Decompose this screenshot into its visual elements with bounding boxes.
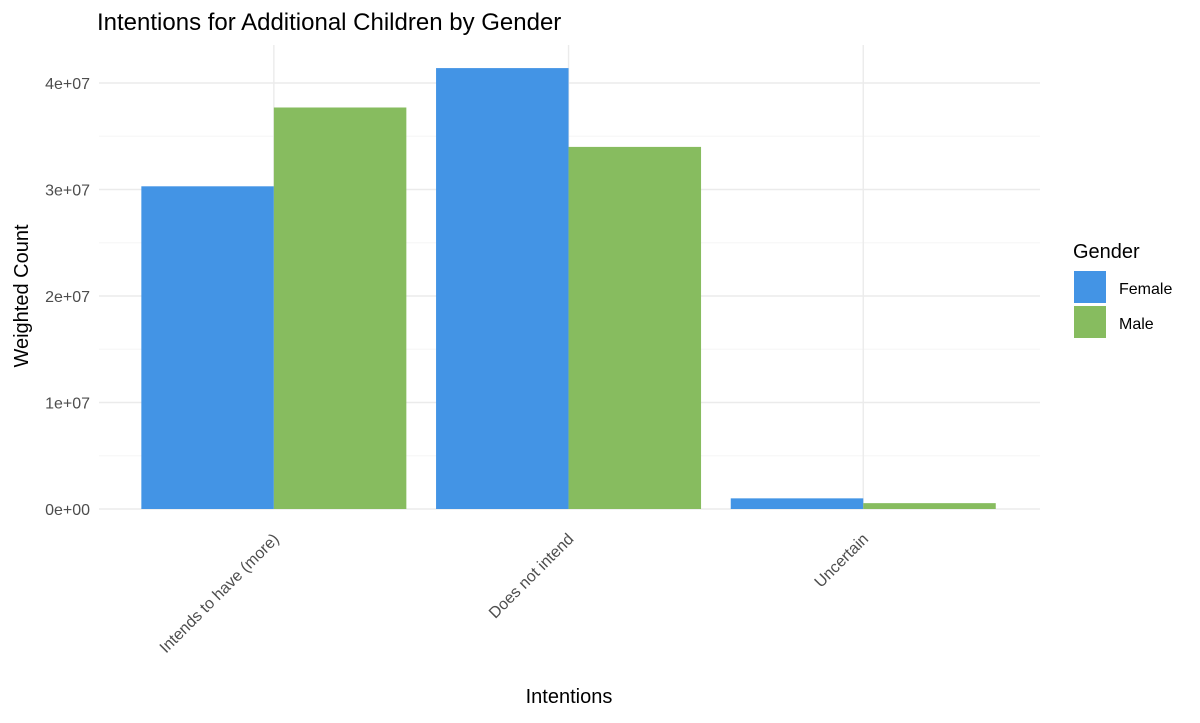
legend-swatch-female bbox=[1074, 271, 1106, 303]
x-axis-title: Intentions bbox=[526, 686, 613, 708]
y-tick-label: 2e+07 bbox=[45, 289, 90, 306]
bar-female bbox=[730, 498, 864, 509]
chart-title: Intentions for Additional Children by Ge… bbox=[97, 9, 561, 36]
bar-female bbox=[141, 186, 274, 509]
legend-label-female: Female bbox=[1119, 281, 1172, 298]
y-tick-label: 1e+07 bbox=[45, 396, 90, 413]
legend-items: Female Male bbox=[1074, 271, 1172, 338]
y-tick-label: 0e+00 bbox=[45, 502, 90, 519]
y-axis-ticks: 0e+00 1e+07 2e+07 3e+07 4e+07 bbox=[45, 76, 90, 519]
bars bbox=[141, 68, 996, 510]
y-axis-title: Weighted Count bbox=[11, 224, 33, 368]
x-tick-label: Uncertain bbox=[812, 531, 872, 591]
x-tick-label: Does not intend bbox=[486, 531, 577, 622]
legend-label-male: Male bbox=[1119, 316, 1154, 333]
bar-male bbox=[273, 107, 407, 510]
legend-swatch-male bbox=[1074, 306, 1106, 338]
x-axis-ticks: Intends to have (more) Does not intend Unc… bbox=[157, 531, 872, 657]
x-tick-label: Intends to have (more) bbox=[157, 531, 283, 657]
bar-male bbox=[863, 503, 996, 509]
bar-male bbox=[568, 146, 702, 509]
legend-title: Gender bbox=[1073, 241, 1140, 263]
y-tick-label: 3e+07 bbox=[45, 183, 90, 200]
y-tick-label: 4e+07 bbox=[45, 76, 90, 93]
legend: Gender Female Male bbox=[1073, 241, 1172, 338]
bar-female bbox=[436, 68, 569, 509]
